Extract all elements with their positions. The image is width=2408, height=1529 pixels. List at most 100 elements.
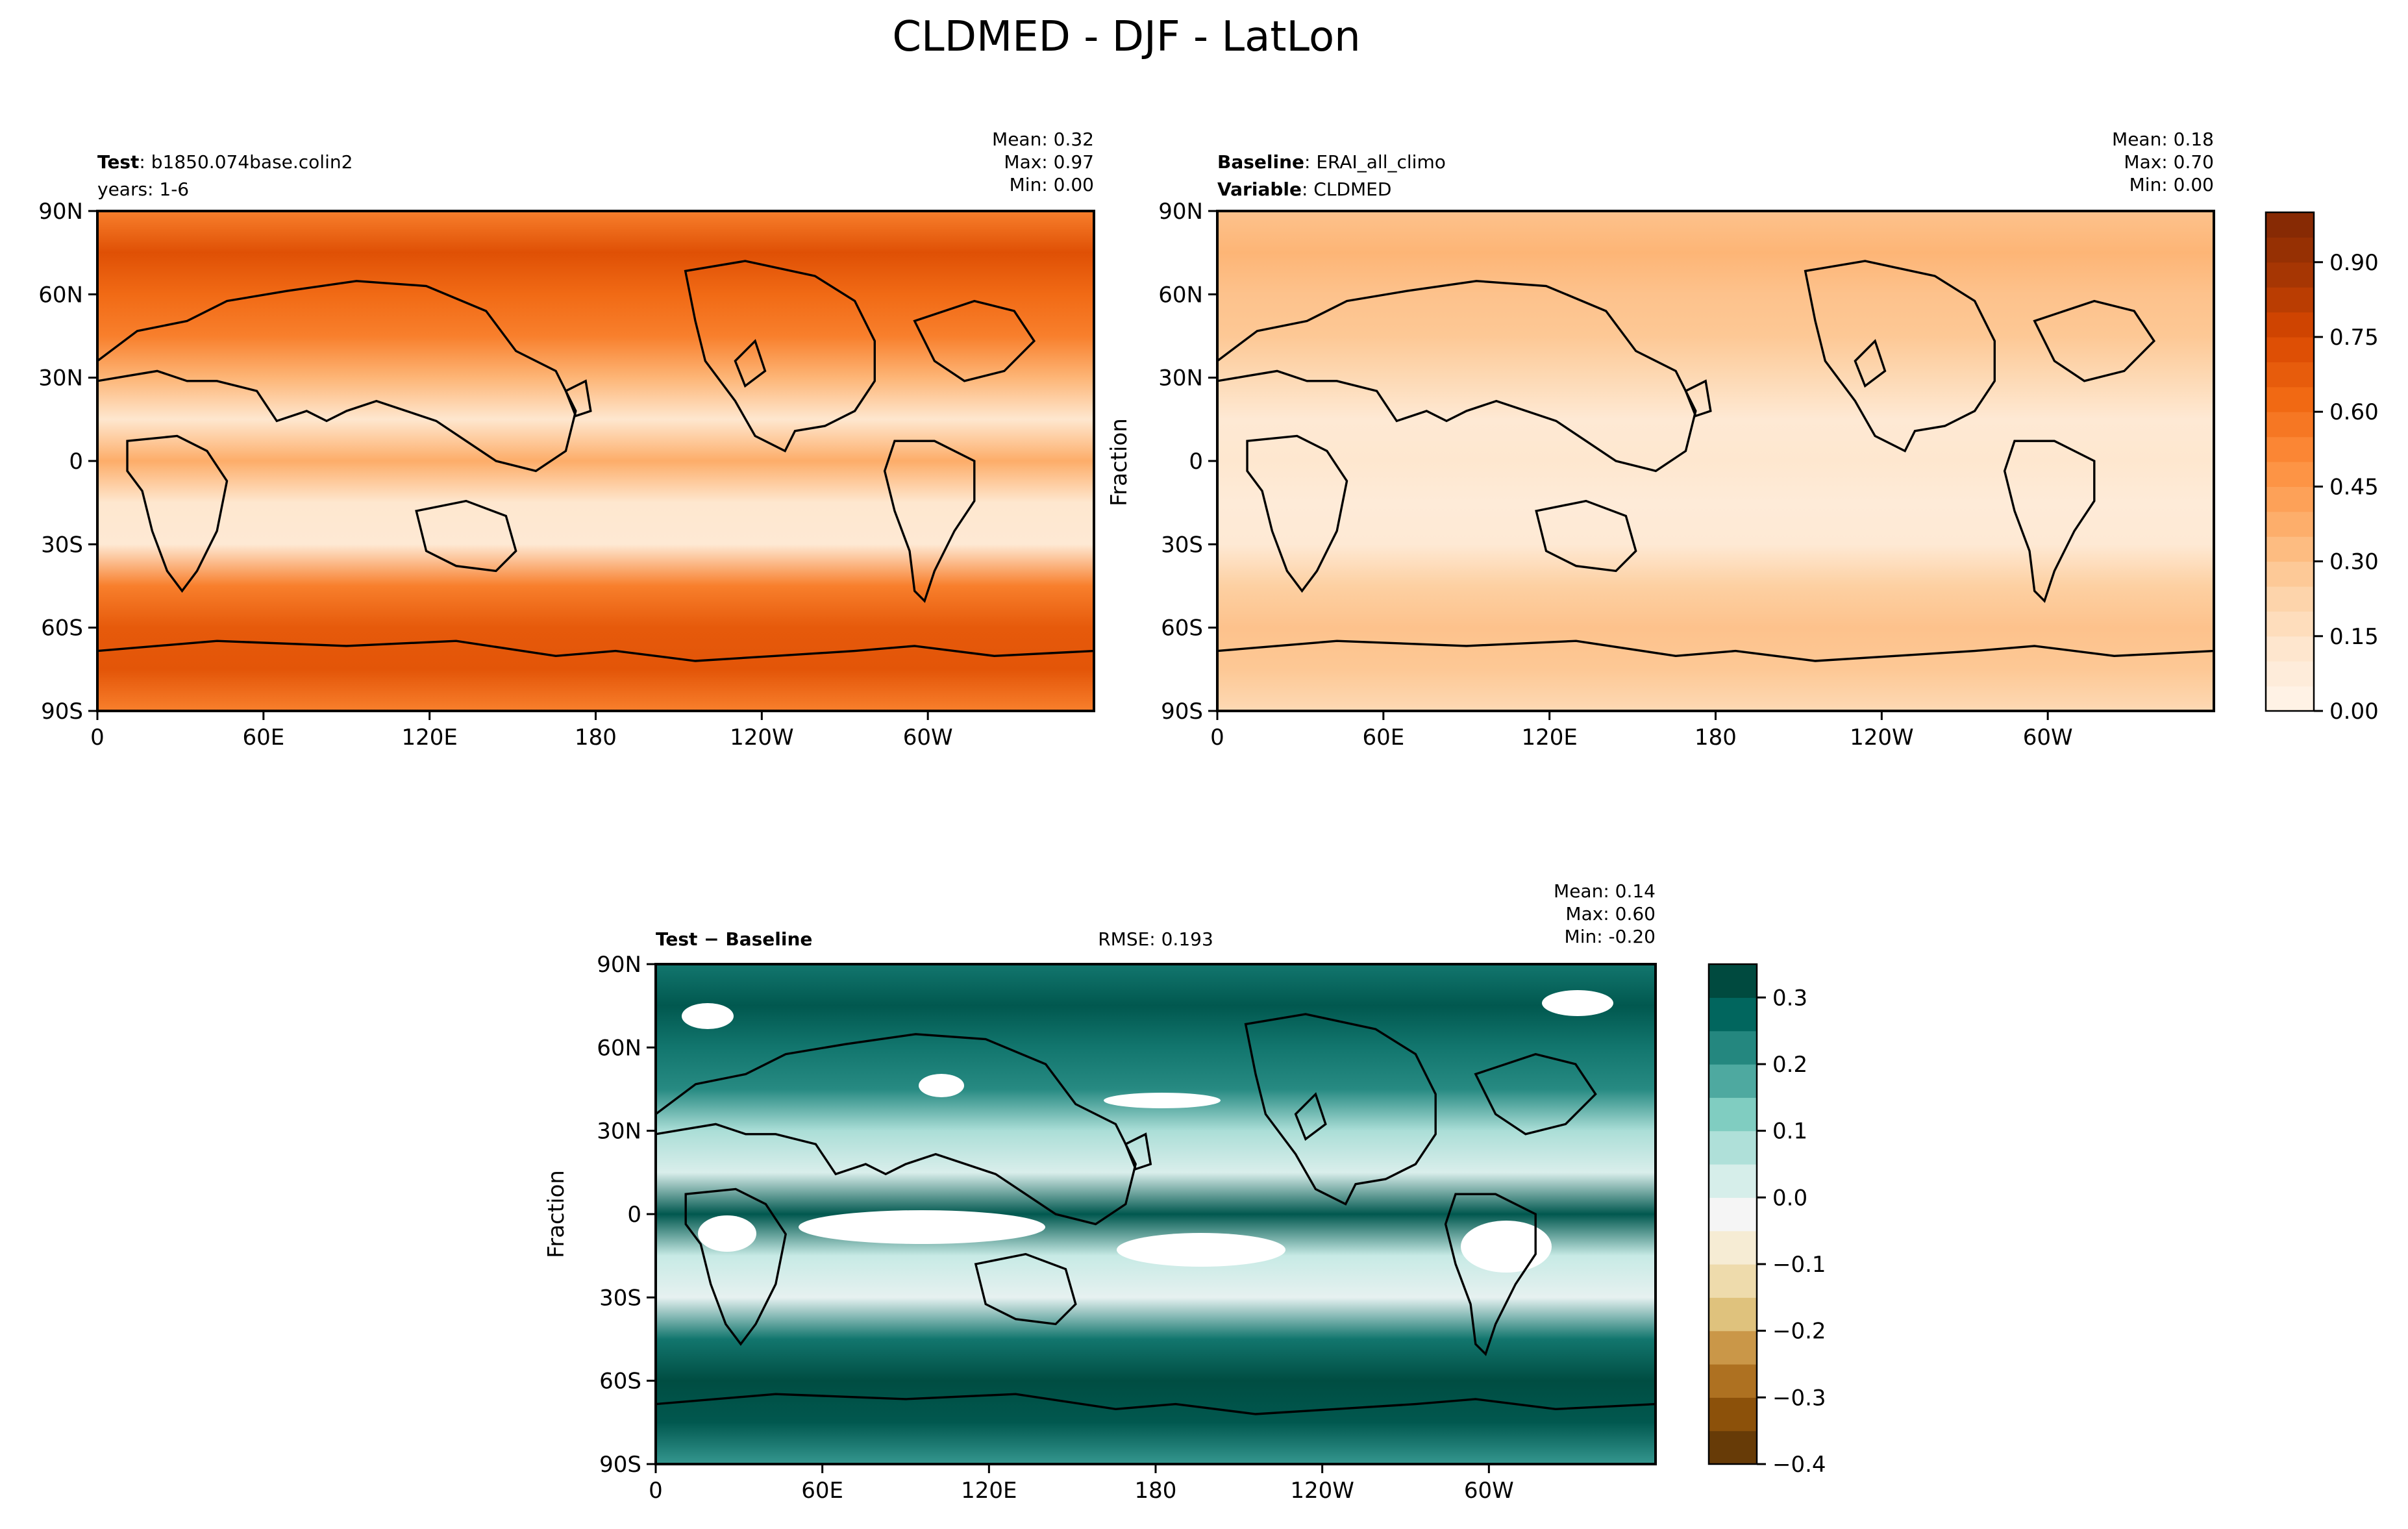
- diff-xaxis: 0 60E 120E 180 120W 60W: [649, 1464, 1514, 1504]
- colorbar-tick-label: −0.4: [1772, 1452, 1826, 1478]
- x-tick-label: 120E: [401, 725, 457, 751]
- colorbar-tick-label: −0.2: [1772, 1319, 1826, 1345]
- test-label-bold: Test: [97, 151, 139, 173]
- baseline-max: Max: 0.70: [2124, 151, 2214, 173]
- x-tick-label: 120W: [1290, 1478, 1354, 1504]
- y-tick-label: 60S: [599, 1369, 641, 1395]
- diff-white-patch: [1104, 1093, 1221, 1108]
- diff-saturated-regions: [682, 990, 1613, 1273]
- x-tick-label: 180: [575, 725, 617, 751]
- colorbar-step: [2266, 586, 2314, 612]
- test-max: Max: 0.97: [1004, 151, 1094, 173]
- colorbar-tick-label: 0.30: [2329, 549, 2379, 575]
- test-min: Min: 0.00: [1010, 174, 1094, 195]
- x-tick-label: 60E: [242, 725, 284, 751]
- y-tick-label: 30N: [597, 1119, 641, 1145]
- colorbar-step: [2266, 611, 2314, 637]
- colorbar-tick-label: 0.1: [1772, 1119, 1807, 1145]
- diff-panel: Test − Baseline RMSE: 0.193 Mean: 0.14 M…: [543, 880, 1657, 1504]
- colorbar-step: [2266, 287, 2314, 313]
- test-label: Test: b1850.074base.colin2: [97, 151, 353, 173]
- y-tick-label: 90S: [1161, 699, 1203, 725]
- colorbar-tick-label: 0.75: [2329, 325, 2379, 351]
- diff-rmse: RMSE: 0.193: [1098, 928, 1213, 950]
- baseline-variable-bold: Variable: [1217, 179, 1302, 200]
- x-tick-label: 60E: [1362, 725, 1404, 751]
- y-tick-label: 60N: [1158, 282, 1203, 308]
- brbg-colorbar-frame: [1707, 963, 1758, 1465]
- baseline-min: Min: 0.00: [2129, 174, 2214, 195]
- orange-colorbar-ticks: 0.00 0.15 0.30 0.45 0.60 0.75 0.90: [2314, 250, 2379, 725]
- colorbar-tick-label: 0.00: [2329, 699, 2379, 725]
- diff-min: Min: -0.20: [1565, 926, 1656, 947]
- test-panel: Test: b1850.074base.colin2 years: 1-6 Me…: [38, 129, 1095, 751]
- baseline-variable-rest: : CLDMED: [1302, 179, 1391, 200]
- y-tick-label: 30S: [1161, 532, 1203, 558]
- colorbar-tick-label: 0.2: [1772, 1052, 1807, 1078]
- orange-colorbar-steps: [2266, 212, 2314, 712]
- diff-white-patch: [1461, 1221, 1552, 1273]
- colorbar-step: [2266, 636, 2314, 662]
- test-yaxis: 90N 60N 30N 0 30S 60S 90S: [38, 199, 97, 725]
- diff-white-patch: [1117, 1233, 1285, 1267]
- colorbar-step: [2266, 686, 2314, 712]
- colorbar-tick-label: 0.0: [1772, 1185, 1807, 1211]
- baseline-label-bold: Baseline: [1217, 151, 1304, 173]
- y-tick-label: 90S: [599, 1452, 641, 1478]
- diff-max: Max: 0.60: [1565, 903, 1656, 925]
- colorbar-step: [1709, 1030, 1757, 1065]
- baseline-map: [1217, 211, 2214, 711]
- y-tick-label: 0: [627, 1202, 641, 1228]
- figure-title: CLDMED - DJF - LatLon: [892, 13, 1360, 61]
- colorbar-tick-label: 0.90: [2329, 250, 2379, 276]
- x-tick-label: 0: [649, 1478, 663, 1504]
- y-tick-label: 90S: [41, 699, 83, 725]
- diff-map: [656, 964, 1656, 1464]
- colorbar-step: [2266, 386, 2314, 412]
- baseline-label: Baseline: ERAI_all_climo: [1217, 151, 1446, 173]
- y-tick-label: 30N: [1158, 366, 1203, 392]
- y-tick-label: 60N: [38, 282, 83, 308]
- diff-white-patch: [698, 1215, 756, 1252]
- y-tick-label: 90N: [1158, 199, 1203, 225]
- x-tick-label: 60W: [1464, 1478, 1514, 1504]
- colorbar-step: [2266, 212, 2314, 238]
- test-xaxis: 0 60E 120E 180 120W 60W: [90, 711, 953, 751]
- diff-field: [656, 964, 1656, 1464]
- x-tick-label: 0: [1210, 725, 1224, 751]
- diff-white-patch: [919, 1074, 964, 1097]
- colorbar-step: [2266, 661, 2314, 687]
- baseline-xaxis: 0 60E 120E 180 120W 60W: [1210, 711, 2073, 751]
- colorbar-step: [2266, 412, 2314, 438]
- test-map: [97, 211, 1094, 711]
- brbg-colorbar-steps: [1709, 964, 1757, 1465]
- baseline-panel: Baseline: ERAI_all_climo Variable: CLDME…: [1106, 129, 2215, 751]
- colorbar-step: [2266, 536, 2314, 562]
- x-tick-label: 120E: [1521, 725, 1577, 751]
- y-tick-label: 0: [1189, 449, 1203, 475]
- y-tick-label: 60N: [597, 1035, 641, 1061]
- colorbar-step: [2266, 486, 2314, 512]
- x-tick-label: 120W: [730, 725, 794, 751]
- test-years: years: 1-6: [97, 179, 189, 200]
- colorbar-tick-label: −0.1: [1772, 1252, 1826, 1278]
- y-tick-label: 30S: [41, 532, 83, 558]
- colorbar-step: [1709, 964, 1757, 998]
- colorbar-step: [2266, 262, 2314, 288]
- colorbar-step: [1709, 1197, 1757, 1232]
- y-tick-label: 60S: [41, 615, 83, 641]
- y-tick-label: 90N: [597, 952, 641, 978]
- colorbar-step: [2266, 462, 2314, 487]
- colorbar-step: [1709, 1364, 1757, 1398]
- y-tick-label: 30N: [38, 366, 83, 392]
- baseline-ylabel: Fraction: [1106, 418, 1132, 506]
- baseline-yaxis: 90N 60N 30N 0 30S 60S 90S: [1158, 199, 1217, 725]
- colorbar-step: [2266, 312, 2314, 338]
- baseline-field: [1217, 211, 2214, 711]
- baseline-label-rest: : ERAI_all_climo: [1304, 151, 1446, 173]
- colorbar-step: [1709, 1064, 1757, 1098]
- y-tick-label: 60S: [1161, 615, 1203, 641]
- colorbar-tick-label: 0.3: [1772, 985, 1807, 1011]
- colorbar-step: [1709, 997, 1757, 1032]
